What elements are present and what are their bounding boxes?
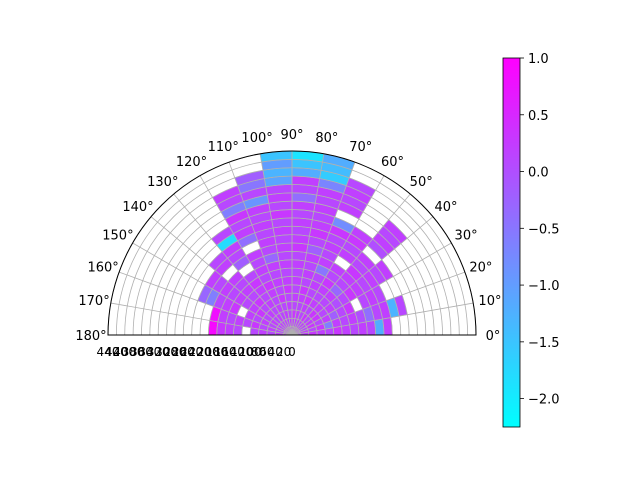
theta-gridline <box>291 193 411 336</box>
colorbar-ticks: 1.0 0.5 0.0 −0.5 −1.0 −1.5 −2.0 <box>520 52 560 408</box>
colorbar-tick-label: 0.5 <box>528 109 549 124</box>
theta-tick-label: 30° <box>455 229 478 244</box>
theta-gridline <box>291 242 452 336</box>
theta-tick-label: 10° <box>478 294 501 309</box>
theta-gridline <box>291 216 434 336</box>
r-tick-label: 120 <box>230 345 253 359</box>
theta-tick-label: 100° <box>241 131 272 146</box>
theta-gridline <box>132 242 293 336</box>
heatmap-cell <box>357 321 368 336</box>
theta-tick-labels: 0° 10° 20° 30° 40°50° 60° 70° 80° 90° 100°110°120… <box>75 128 501 344</box>
theta-gridline <box>173 193 293 336</box>
r-tick-label: 40 <box>268 345 283 359</box>
colorbar-tick-label: −1.0 <box>528 279 560 294</box>
colorbar-tick-label: −1.5 <box>528 336 560 351</box>
theta-tick-label: 50° <box>410 175 433 190</box>
theta-gridline <box>291 175 385 336</box>
r-tick-label: 100 <box>239 345 262 359</box>
colorbar-tick-label: 1.0 <box>528 52 549 67</box>
r-tick-label: 60 <box>259 345 274 359</box>
heatmap-cell <box>291 259 306 270</box>
theta-tick-label: 0° <box>486 329 501 344</box>
r-tick-label: 260 <box>172 345 195 359</box>
heatmap-cell <box>291 267 304 278</box>
theta-tick-label: 120° <box>176 155 207 170</box>
r-tick-label: 140 <box>222 345 245 359</box>
polar-spine <box>107 150 477 336</box>
theta-tick-label: 70° <box>349 140 372 155</box>
theta-gridline <box>291 161 356 336</box>
heatmap-cell <box>280 267 293 278</box>
r-tick-label: 400 <box>113 345 136 359</box>
theta-gridline <box>291 153 325 336</box>
theta-tick-label: 80° <box>315 131 338 146</box>
r-tick-label: 440 <box>97 345 120 359</box>
theta-tick-label: 90° <box>280 128 303 143</box>
r-tick-label: 320 <box>147 345 170 359</box>
r-tick-label: 0 <box>288 345 296 359</box>
heatmap-cells <box>197 150 408 336</box>
theta-gridline <box>291 302 474 336</box>
colorbar-tick-label: −2.0 <box>528 393 560 408</box>
theta-gridline <box>118 271 293 336</box>
r-tick-label: 240 <box>180 345 203 359</box>
colorbar-tick-label: −0.5 <box>528 222 560 237</box>
r-tick-label: 280 <box>163 345 186 359</box>
r-tick-label: 360 <box>130 345 153 359</box>
colorbar-tick-label: 0.0 <box>528 166 549 181</box>
polar-frame <box>107 150 477 336</box>
r-tick-label: 420 <box>105 345 128 359</box>
polar-grid <box>107 150 477 336</box>
heatmap-cell <box>216 321 227 336</box>
theta-tick-label: 130° <box>147 175 178 190</box>
theta-gridline <box>110 302 293 336</box>
theta-tick-label: 40° <box>434 200 457 215</box>
colorbar: 1.0 0.5 0.0 −0.5 −1.0 −1.5 −2.0 <box>502 52 560 428</box>
r-tick-labels: 4404204003803603403203002802602402202001… <box>97 345 296 359</box>
r-tick-label: 340 <box>138 345 161 359</box>
r-tick-label: 220 <box>189 345 212 359</box>
theta-gridline <box>199 175 293 336</box>
theta-tick-label: 20° <box>469 260 492 275</box>
r-tick-label: 160 <box>214 345 237 359</box>
theta-tick-label: 180° <box>75 329 106 344</box>
theta-tick-label: 150° <box>102 229 133 244</box>
theta-gridline <box>291 271 466 336</box>
colorbar-gradient <box>502 57 521 428</box>
theta-tick-label: 110° <box>208 140 239 155</box>
r-tick-label: 80 <box>251 345 266 359</box>
theta-tick-label: 170° <box>78 294 109 309</box>
theta-tick-label: 140° <box>122 200 153 215</box>
heatmap-cell <box>278 259 293 270</box>
theta-gridline <box>150 216 293 336</box>
heatmap-cell <box>224 323 235 336</box>
heatmap-cell <box>349 323 360 336</box>
r-tick-label: 20 <box>276 345 291 359</box>
theta-tick-label: 160° <box>87 260 118 275</box>
theta-tick-label: 60° <box>381 155 404 170</box>
r-tick-label: 380 <box>122 345 145 359</box>
theta-gridline <box>259 153 293 336</box>
r-tick-label: 300 <box>155 345 178 359</box>
r-tick-label: 200 <box>197 345 220 359</box>
theta-gridline <box>228 161 293 336</box>
r-tick-label: 180 <box>205 345 228 359</box>
